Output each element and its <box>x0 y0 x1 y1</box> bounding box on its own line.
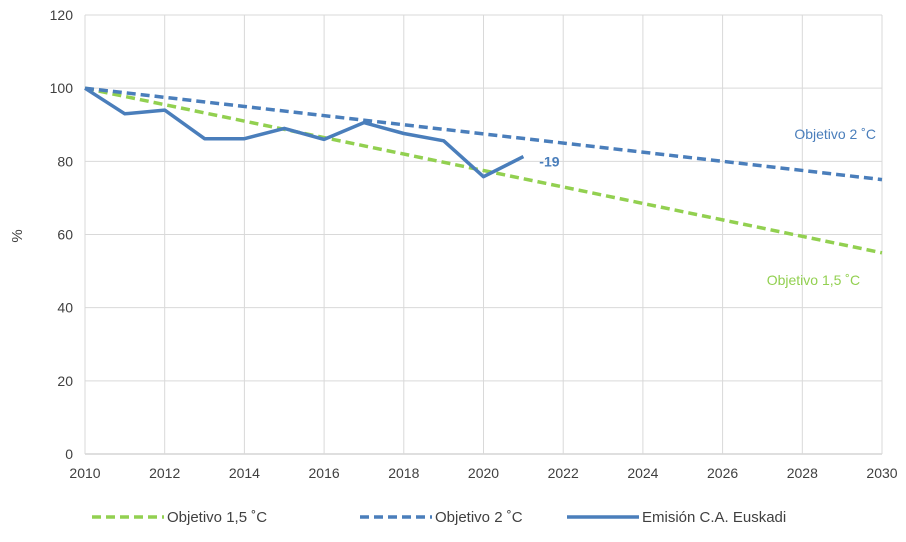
series-line-3 <box>84 86 525 179</box>
x-tick-label: 2020 <box>468 465 499 481</box>
grid-layer <box>84 14 883 455</box>
series-layer <box>84 86 883 255</box>
legend-label: Objetivo 1,5 ˚C <box>167 509 267 526</box>
series-line-2 <box>84 86 883 182</box>
series-line-1 <box>84 86 883 255</box>
data-annotation: Objetivo 2 ˚C <box>794 126 876 142</box>
x-tick-label: 2018 <box>388 465 419 481</box>
y-axis-title: % <box>9 229 26 242</box>
x-tick-label: 2026 <box>707 465 738 481</box>
x-tick-label: 2024 <box>627 465 658 481</box>
axis-layer: 0 20 40 60 80 100 120 2010 2012 2014 2016 2018 2020 2… <box>50 7 898 481</box>
x-tick-label: 2016 <box>309 465 340 481</box>
x-tick-label: 2030 <box>866 465 897 481</box>
y-tick-label: 100 <box>50 80 74 96</box>
annotation-layer: -19 Objetivo 2 ˚C Objetivo 1,5 ˚C <box>539 126 876 288</box>
legend-label: Emisión C.A. Euskadi <box>642 509 786 526</box>
data-annotation: -19 <box>539 153 559 169</box>
legend-label: Objetivo 2 ˚C <box>435 509 523 526</box>
y-tick-label: 60 <box>57 227 73 243</box>
x-tick-label: 2010 <box>69 465 100 481</box>
x-tick-label: 2022 <box>548 465 579 481</box>
y-tick-label: 120 <box>50 7 74 23</box>
legend: Objetivo 1,5 ˚C Objetivo 2 ˚C Emisión C.A.… <box>92 509 786 526</box>
x-tick-label: 2014 <box>229 465 260 481</box>
y-tick-label: 0 <box>65 446 73 462</box>
y-tick-label: 40 <box>57 300 73 316</box>
y-tick-label: 80 <box>57 153 73 169</box>
x-tick-label: 2028 <box>787 465 818 481</box>
y-tick-label: 20 <box>57 373 73 389</box>
x-tick-label: 2012 <box>149 465 180 481</box>
data-annotation: Objetivo 1,5 ˚C <box>767 272 860 288</box>
